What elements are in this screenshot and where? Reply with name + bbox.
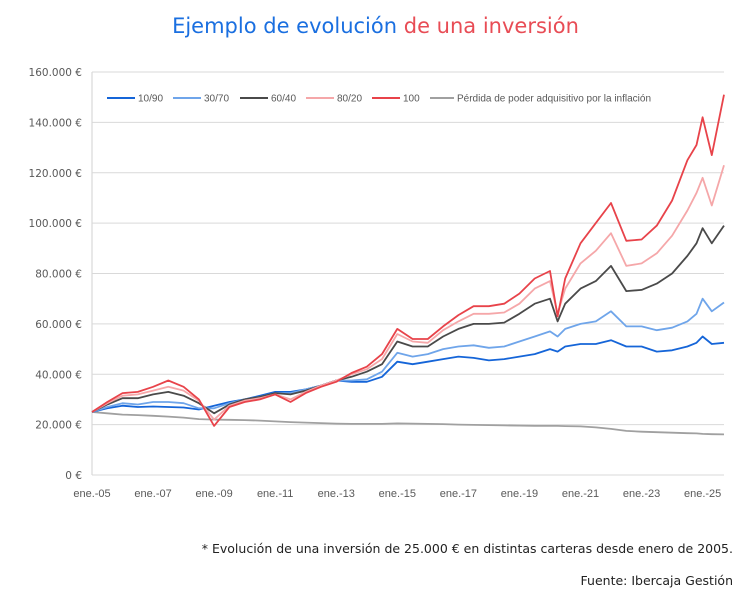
x-axis-ticks: ene.-05 ene.-07 ene.-09 ene.-11 ene.-13 ene.-… — [73, 488, 721, 500]
legend-label: Pérdida de poder adquisitivo por la infl… — [457, 94, 651, 105]
x-tick-label: ene.-19 — [501, 488, 538, 500]
y-axis-ticks: 0 € 20.000 € 40.000 € 60.000 € 80.000 € 100.0… — [29, 67, 82, 482]
chart-title-part2: de una inversión — [403, 14, 579, 38]
x-tick-label: ene.-11 — [257, 488, 294, 500]
series-line-80-20 — [91, 164, 725, 421]
x-tick-label: ene.-15 — [379, 488, 416, 500]
footnote: * Evolución de una inversión de 25.000 €… — [201, 541, 733, 556]
x-tick-label: ene.-21 — [562, 488, 599, 500]
grid-lines — [91, 71, 724, 476]
legend-label: 100 — [403, 94, 420, 105]
y-tick-label: 20.000 € — [35, 420, 82, 432]
x-tick-label: ene.-23 — [623, 488, 660, 500]
x-tick-label: ene.-13 — [318, 488, 355, 500]
legend-label: 10/90 — [138, 94, 163, 105]
series-lines — [91, 94, 725, 436]
x-tick-label: ene.-07 — [134, 488, 171, 500]
legend-label: 80/20 — [337, 94, 362, 105]
series-line-30-70 — [91, 297, 725, 413]
legend-label: 30/70 — [204, 94, 229, 105]
y-tick-label: 80.000 € — [35, 269, 82, 281]
x-tick-label: ene.-25 — [684, 488, 721, 500]
series-line-60-40 — [91, 225, 725, 415]
x-tick-label: ene.-05 — [73, 488, 110, 500]
chart-title: Ejemplo de evolución de una inversión — [0, 14, 751, 38]
y-tick-label: 0 € — [65, 470, 82, 482]
y-tick-label: 160.000 € — [29, 67, 82, 79]
legend-label: 60/40 — [271, 94, 296, 105]
y-tick-label: 60.000 € — [35, 319, 82, 331]
y-tick-label: 120.000 € — [29, 168, 82, 180]
legend: 10/90 30/70 60/40 80/20 100 Pérdida de poder … — [107, 94, 651, 105]
y-tick-label: 140.000 € — [29, 117, 82, 129]
y-tick-label: 40.000 € — [35, 369, 82, 381]
chart-title-part1: Ejemplo de evolución — [172, 14, 398, 38]
y-tick-label: 100.000 € — [29, 218, 82, 230]
series-line-p-rdida-de-poder-adquisitivo-por-la-inflaci-n — [91, 411, 725, 436]
series-line-100 — [91, 94, 725, 427]
x-tick-label: ene.-09 — [195, 488, 232, 500]
source-note: Fuente: Ibercaja Gestión — [580, 573, 733, 588]
x-tick-label: ene.-17 — [440, 488, 477, 500]
